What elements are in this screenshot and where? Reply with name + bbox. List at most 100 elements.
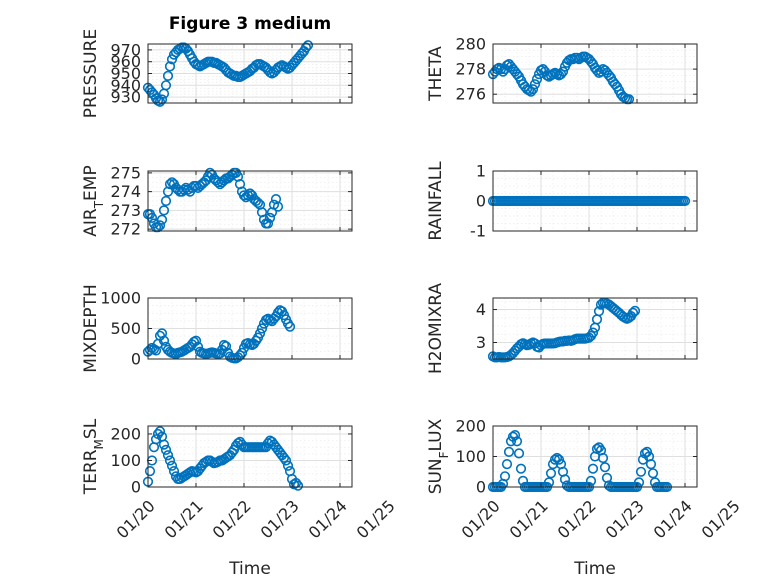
data-point xyxy=(647,468,659,479)
data-point xyxy=(499,471,511,482)
data-point xyxy=(557,66,569,77)
y-axis-label: TERRMSL xyxy=(81,418,106,495)
data-point xyxy=(158,439,170,450)
y-axis-label-subscript: F xyxy=(437,451,451,458)
data-point xyxy=(545,468,557,479)
y-tick-label: 273 xyxy=(110,201,141,220)
y-tick-label: 272 xyxy=(110,220,141,239)
data-point xyxy=(160,80,172,91)
data-point xyxy=(284,321,296,332)
data-point xyxy=(158,205,170,216)
y-tick-label: 1 xyxy=(476,162,486,181)
axes-frame xyxy=(147,170,353,232)
y-axis-label-tail: LUX xyxy=(426,418,446,451)
y-tick-label: 0 xyxy=(131,478,141,497)
y-tick-label: 950 xyxy=(110,64,141,83)
y-tick-label: 930 xyxy=(110,88,141,107)
axes-frame xyxy=(147,425,353,488)
y-tick-label: 0 xyxy=(476,192,486,211)
y-tick-label: 940 xyxy=(110,76,141,95)
data-point xyxy=(212,177,224,188)
data-point xyxy=(162,70,174,81)
data-point xyxy=(509,430,521,441)
x-axis-label-left: Time xyxy=(228,559,271,579)
y-axis-label: MIXDEPTH xyxy=(81,284,101,373)
data-point xyxy=(190,180,202,192)
data-point xyxy=(160,444,172,456)
subplot-h2omixra: 3 4 H2OMIXRA xyxy=(426,283,698,374)
data-point xyxy=(144,466,156,477)
y-tick-label: 200 xyxy=(455,417,486,436)
y-axis-label: PRESSURE xyxy=(81,29,101,118)
y-tick-label: 3 xyxy=(476,333,486,352)
data-point xyxy=(154,426,166,437)
y-tick-label: 0 xyxy=(131,350,141,369)
data-point xyxy=(220,341,232,352)
axes-frame xyxy=(492,425,698,488)
data-point xyxy=(272,201,284,212)
data-point xyxy=(280,455,292,466)
data-point xyxy=(515,463,527,474)
data-point xyxy=(627,307,639,318)
axes-frame xyxy=(492,170,698,232)
data-point xyxy=(501,459,513,470)
y-tick-label: 960 xyxy=(110,52,141,71)
y-tick-label: 500 xyxy=(110,319,141,338)
y-axis-label-tail: SL xyxy=(81,418,101,439)
data-point xyxy=(629,305,641,317)
y-tick-label: 1000 xyxy=(100,289,141,308)
data-point xyxy=(282,460,294,471)
data-point xyxy=(190,335,202,346)
y-axis-label: THETA xyxy=(426,46,446,102)
data-point xyxy=(236,347,248,359)
data-point xyxy=(144,344,156,356)
subplot-theta: 276 278 280 THETA xyxy=(426,35,698,105)
y-axis-label-main: TERR xyxy=(81,449,101,495)
data-point xyxy=(156,214,168,225)
subplot-rainfall: -1 0 1 RAINFALL xyxy=(426,161,698,241)
y-tick-label: 970 xyxy=(110,40,141,59)
y-axis-label: RAINFALL xyxy=(426,161,446,241)
y-tick-label: 100 xyxy=(110,451,141,470)
data-point xyxy=(158,335,170,346)
data-point xyxy=(587,327,599,338)
data-point xyxy=(645,459,657,470)
figure-title: Figure 3 medium xyxy=(169,14,331,34)
data-point xyxy=(168,466,180,477)
y-tick-label: 0 xyxy=(476,478,486,497)
data-point xyxy=(166,460,178,471)
y-axis-label-main: AIR xyxy=(81,208,101,237)
data-point xyxy=(559,474,571,485)
data-point xyxy=(641,446,653,458)
data-point xyxy=(599,462,611,473)
data-point xyxy=(150,345,162,356)
data-point xyxy=(256,323,268,334)
axes-frame xyxy=(492,43,698,104)
data-point xyxy=(503,446,515,458)
data-point xyxy=(302,40,314,51)
axes-background xyxy=(148,426,352,487)
y-tick-label: 100 xyxy=(455,447,486,466)
y-tick-label: 276 xyxy=(455,85,486,104)
data-point xyxy=(156,328,168,339)
data-point xyxy=(300,42,312,53)
axes-frame xyxy=(492,297,698,360)
data-point xyxy=(585,475,597,487)
axes-frame xyxy=(147,43,353,104)
y-tick-label: 274 xyxy=(110,182,141,201)
data-point xyxy=(593,306,605,317)
data-point xyxy=(150,434,162,445)
data-point xyxy=(551,68,563,80)
data-point xyxy=(254,328,266,339)
data-point xyxy=(587,463,599,474)
y-axis-label: H2OMIXRA xyxy=(426,283,446,374)
data-point xyxy=(511,436,523,447)
data-point xyxy=(264,212,276,223)
y-axis-label-main: SUN xyxy=(426,458,446,494)
y-tick-label: 200 xyxy=(110,424,141,443)
data-point xyxy=(513,448,525,459)
data-point xyxy=(160,195,172,207)
axes-frame xyxy=(147,297,353,360)
y-tick-label: 275 xyxy=(110,163,141,182)
